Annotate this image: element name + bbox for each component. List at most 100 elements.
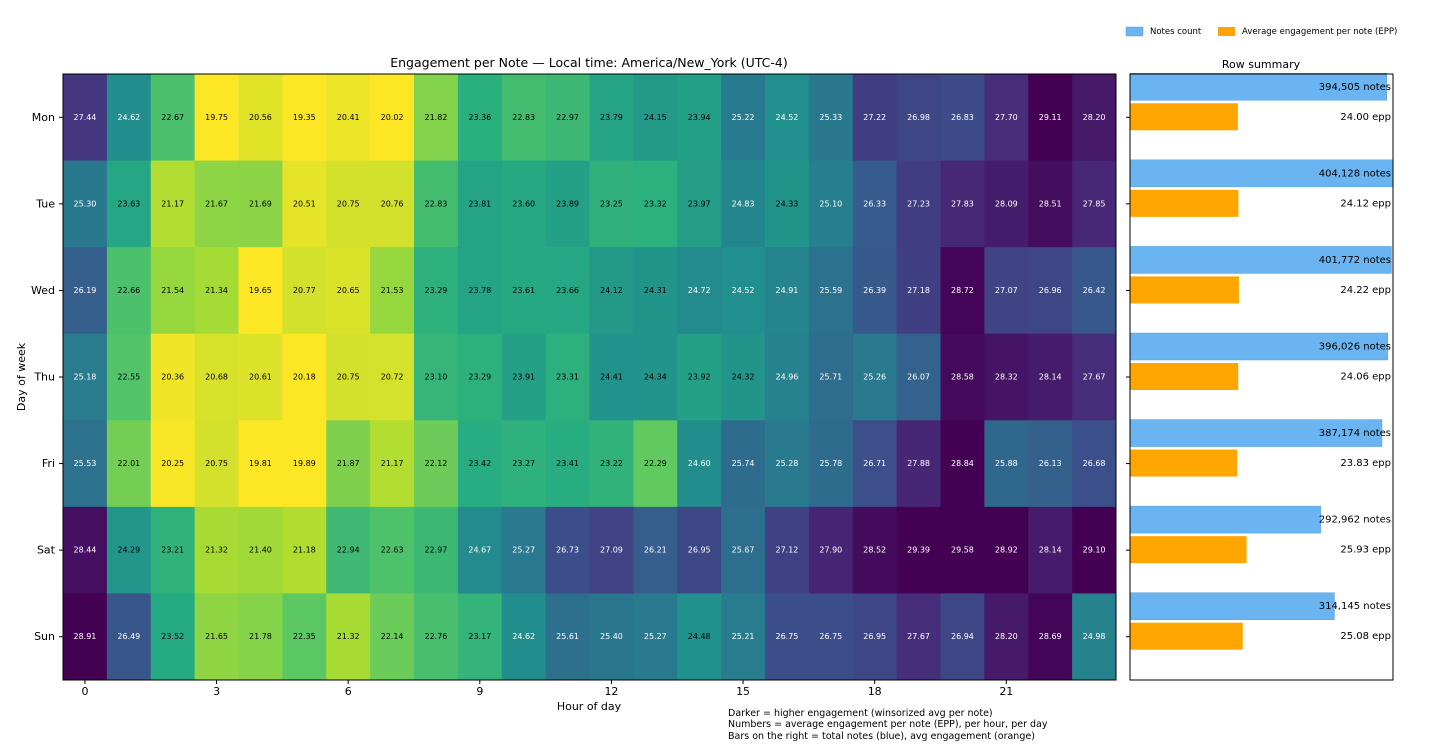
- heatmap-cell-label: 23.81: [468, 199, 491, 208]
- heatmap-cell: [414, 74, 459, 162]
- heatmap-cell: [150, 333, 196, 421]
- heatmap-cell-label: 26.73: [556, 546, 579, 555]
- heatmap-cell: [940, 247, 985, 335]
- heatmap-cell: [896, 74, 941, 162]
- heatmap-cell: [370, 506, 415, 594]
- heatmap-cell: [63, 333, 108, 421]
- heatmap-cell-label: 26.42: [1083, 286, 1106, 295]
- heatmap-cell: [194, 333, 239, 421]
- heatmap-cell: [633, 247, 678, 335]
- heatmap-cell: [326, 160, 371, 248]
- heatmap-cell-label: 25.10: [819, 199, 842, 208]
- heatmap-cell-label: 23.32: [644, 199, 667, 208]
- heatmap-cell-label: 25.33: [819, 113, 842, 122]
- heatmap-cell-label: 22.29: [644, 459, 667, 468]
- legend-swatch-epp: [1218, 27, 1235, 36]
- heatmap-cell-label: 22.63: [381, 546, 404, 555]
- heatmap-cell: [852, 593, 898, 681]
- heatmap-cell-label: 21.17: [381, 459, 404, 468]
- heatmap-cell-label: 20.65: [337, 286, 360, 295]
- x-tick-label: 3: [213, 685, 220, 698]
- heatmap-cell-label: 26.39: [863, 286, 886, 295]
- heatmap-cell: [1028, 420, 1073, 508]
- heatmap-cell: [1028, 247, 1073, 335]
- heatmap-cell: [721, 420, 766, 508]
- heatmap-cell: [633, 506, 678, 594]
- heatmap-cell: [940, 74, 985, 162]
- heatmap-cell-label: 26.49: [117, 632, 140, 641]
- heatmap-cell-label: 26.95: [688, 546, 711, 555]
- heatmap-cell: [677, 160, 722, 248]
- heatmap-cell: [545, 74, 590, 162]
- y-tick-label: Sun: [34, 630, 55, 643]
- heatmap-cell: [633, 333, 678, 421]
- heatmap-cell-label: 20.77: [293, 286, 316, 295]
- legend-swatch-notes: [1125, 26, 1144, 37]
- heatmap-cell-label: 21.78: [249, 632, 272, 641]
- heatmap-cell: [282, 74, 327, 162]
- heatmap-cell-label: 27.70: [995, 113, 1018, 122]
- heatmap-cell-label: 27.67: [907, 632, 930, 641]
- notes-bar-label: 394,505 notes: [1319, 82, 1391, 93]
- heatmap-cell: [545, 333, 590, 421]
- heatmap-cell-label: 27.88: [907, 459, 930, 468]
- heatmap-cell-label: 22.94: [337, 546, 360, 555]
- heatmap-cell-label: 23.94: [688, 113, 711, 122]
- heatmap-cell: [633, 593, 678, 681]
- heatmap-cell-label: 23.79: [600, 113, 623, 122]
- heatmap-cell: [370, 74, 415, 162]
- heatmap-cell: [106, 593, 152, 681]
- heatmap-cell-label: 26.19: [73, 286, 96, 295]
- heatmap-cell-label: 27.90: [819, 546, 842, 555]
- heatmap-cell-label: 25.78: [819, 459, 842, 468]
- heatmap-cell-label: 20.18: [293, 373, 316, 382]
- heatmap-cell-label: 25.71: [819, 373, 842, 382]
- heatmap-cell-label: 23.29: [468, 373, 491, 382]
- heatmap-cell-label: 23.10: [424, 373, 447, 382]
- heatmap-cell: [106, 160, 152, 248]
- heatmap-cell-label: 20.68: [205, 373, 228, 382]
- heatmap-cell: [106, 420, 152, 508]
- notes-bar: [1129, 73, 1387, 101]
- heatmap-cell: [808, 506, 854, 594]
- x-tick-label: 15: [736, 685, 750, 698]
- heatmap-cell: [150, 74, 196, 162]
- y-tick-label: Tue: [35, 197, 55, 210]
- notes-bar-label: 314,145 notes: [1319, 601, 1391, 612]
- heatmap-cell-label: 29.10: [1083, 546, 1106, 555]
- heatmap-cell-label: 19.89: [293, 459, 316, 468]
- heatmap-cell: [940, 420, 985, 508]
- heatmap-cell: [106, 333, 152, 421]
- heatmap-cell: [984, 247, 1029, 335]
- heatmap-cell: [1028, 74, 1073, 162]
- heatmap-cell-label: 28.20: [995, 632, 1018, 641]
- legend-label-epp: Average engagement per note (EPP): [1242, 27, 1397, 37]
- epp-bar: [1130, 189, 1239, 217]
- heatmap-title: Engagement per Note — Local time: Americ…: [390, 55, 788, 70]
- heatmap-cell: [282, 160, 327, 248]
- heatmap-cell: [194, 593, 239, 681]
- heatmap-cell-label: 28.51: [1039, 199, 1062, 208]
- heatmap-cell: [457, 420, 503, 508]
- heatmap-cell: [765, 74, 810, 162]
- heatmap-cell-label: 28.09: [995, 199, 1018, 208]
- notes-bar: [1129, 505, 1321, 534]
- heatmap-cell: [896, 333, 941, 421]
- heatmap-cell-label: 21.69: [249, 199, 272, 208]
- notes-bar-label: 401,772 notes: [1319, 255, 1391, 266]
- heatmap-cell: [370, 333, 415, 421]
- y-tick-label: Fri: [42, 457, 55, 470]
- heatmap-cell: [852, 74, 898, 162]
- epp-bar: [1130, 449, 1238, 477]
- heatmap-cell-label: 23.25: [600, 199, 623, 208]
- heatmap-cell-label: 23.66: [556, 286, 579, 295]
- heatmap-cell-label: 20.75: [205, 459, 228, 468]
- heatmap-cell-label: 26.13: [1039, 459, 1062, 468]
- heatmap-cell: [1028, 160, 1073, 248]
- heatmap-cell: [150, 160, 196, 248]
- heatmap-cell-label: 22.66: [117, 286, 140, 295]
- x-tick-label: 18: [868, 685, 882, 698]
- heatmap-cell-label: 23.41: [556, 459, 579, 468]
- notes-bar: [1129, 419, 1383, 447]
- y-axis-ticks: Mon Tue Wed Thu Fri Sat Sun: [31, 111, 63, 643]
